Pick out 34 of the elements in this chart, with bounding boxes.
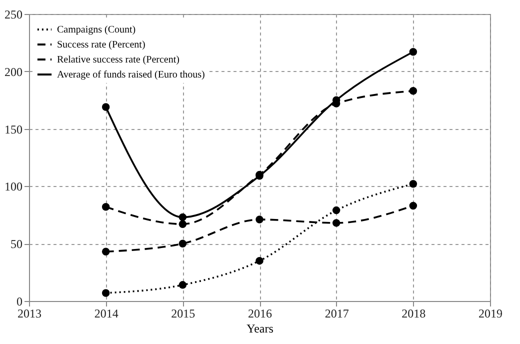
y-tick-label: 250 (4, 8, 22, 22)
point (256, 216, 264, 224)
x-tick-label: 2019 (478, 306, 502, 320)
point (102, 103, 110, 111)
x-tick-label: 2015 (171, 306, 196, 320)
point (332, 219, 340, 227)
point (409, 87, 418, 95)
y-tick-label: 200 (4, 64, 22, 79)
point (178, 213, 187, 222)
point (409, 202, 418, 210)
legend-label: Average of funds raised (Euro thous) (57, 70, 205, 80)
point (409, 48, 418, 56)
point (102, 203, 110, 211)
point (102, 289, 110, 297)
legend-label: Relative success rate (Percent) (57, 54, 180, 66)
point (178, 220, 187, 228)
y-tick-label: 100 (4, 180, 22, 194)
legend-label: Campaigns (Count) (57, 24, 136, 36)
x-axis-title: Years (246, 322, 274, 336)
point (409, 180, 418, 188)
y-tick-label: 150 (4, 122, 22, 136)
y-tick-label: 0 (16, 294, 22, 308)
x-tick-label: 2016 (248, 306, 272, 320)
x-tick-label: 2018 (402, 306, 426, 320)
point (178, 240, 187, 248)
point (332, 206, 340, 214)
point (256, 256, 264, 265)
x-tick-label: 2017 (324, 306, 349, 320)
y-tick-label: 50 (10, 237, 22, 252)
point (178, 281, 187, 289)
legend-label: Success rate (Percent) (57, 40, 146, 50)
x-tick-label: 2013 (18, 306, 42, 320)
point (102, 248, 110, 256)
x-tick-label: 2014 (94, 306, 118, 320)
